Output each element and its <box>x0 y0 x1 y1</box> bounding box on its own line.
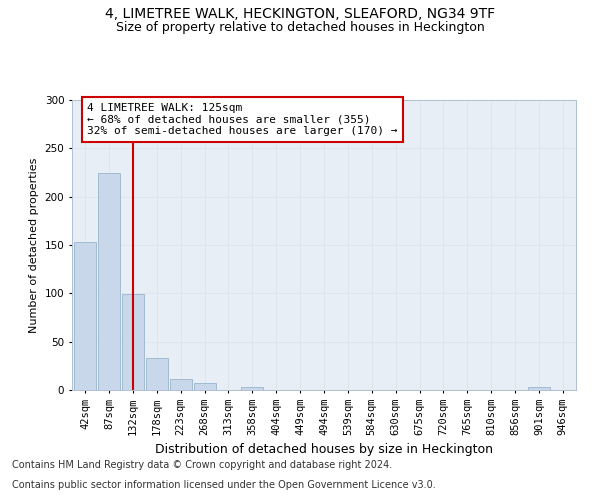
Bar <box>170 380 191 390</box>
Text: 4 LIMETREE WALK: 125sqm
← 68% of detached houses are smaller (355)
32% of semi-d: 4 LIMETREE WALK: 125sqm ← 68% of detache… <box>87 103 398 136</box>
Y-axis label: Number of detached properties: Number of detached properties <box>29 158 39 332</box>
Text: Contains public sector information licensed under the Open Government Licence v3: Contains public sector information licen… <box>12 480 436 490</box>
Bar <box>146 358 168 390</box>
Bar <box>98 172 120 390</box>
Text: Contains HM Land Registry data © Crown copyright and database right 2024.: Contains HM Land Registry data © Crown c… <box>12 460 392 470</box>
Bar <box>74 242 96 390</box>
Bar <box>194 383 215 390</box>
Bar <box>241 387 263 390</box>
Bar <box>528 387 550 390</box>
Text: Size of property relative to detached houses in Heckington: Size of property relative to detached ho… <box>116 21 484 34</box>
Text: Distribution of detached houses by size in Heckington: Distribution of detached houses by size … <box>155 442 493 456</box>
Bar <box>122 294 144 390</box>
Text: 4, LIMETREE WALK, HECKINGTON, SLEAFORD, NG34 9TF: 4, LIMETREE WALK, HECKINGTON, SLEAFORD, … <box>105 8 495 22</box>
